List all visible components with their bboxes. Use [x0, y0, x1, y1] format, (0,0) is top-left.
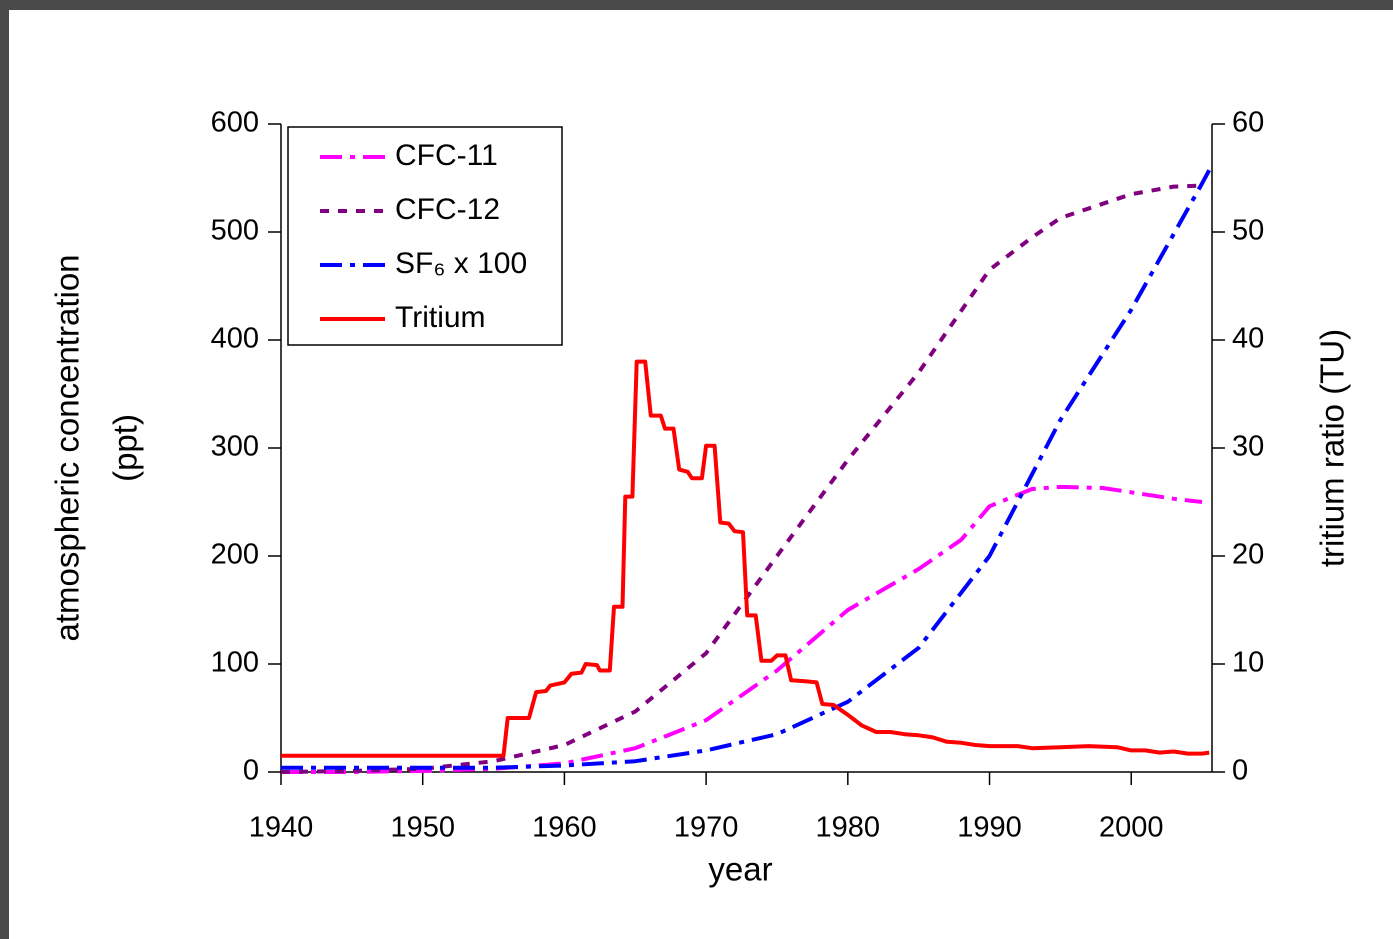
x-tick-label: 1950 [390, 812, 455, 844]
y-tick-label: 600 [211, 107, 259, 139]
x-tick-label: 1990 [957, 812, 1022, 844]
y2-tick-label: 0 [1232, 755, 1248, 787]
series-line [281, 359, 1210, 758]
y2-tick-label: 40 [1232, 323, 1264, 355]
y-tick-label: 0 [243, 755, 259, 787]
x-tick-label: 1980 [816, 812, 881, 844]
y2-tick-label: 30 [1232, 431, 1264, 463]
x-tick-label: 1960 [532, 812, 597, 844]
x-tick-label: 2000 [1099, 812, 1164, 844]
y2-axis-label: tritium ratio (TU) [1314, 329, 1351, 567]
y2-tick-label: 50 [1232, 215, 1264, 247]
series-line [281, 164, 1214, 770]
y2-tick-label: 10 [1232, 647, 1264, 679]
x-axis-label: year [708, 851, 772, 888]
legend-label: CFC-11 [395, 139, 498, 172]
y-axis-label: atmospheric concentration [49, 254, 86, 641]
x-tick-label: 1970 [674, 812, 739, 844]
series-line [281, 484, 1203, 774]
y-tick-label: 300 [211, 431, 259, 463]
y-tick-label: 500 [211, 215, 259, 247]
series-line [280, 183, 1203, 774]
y-tick-label: 400 [211, 323, 259, 355]
y-tick-label: 200 [211, 539, 259, 571]
legend-label: CFC-12 [395, 193, 500, 226]
y-axis-label: (ppt) [107, 414, 144, 482]
y2-tick-label: 20 [1232, 539, 1264, 571]
legend-box [287, 126, 563, 346]
x-tick-label: 1940 [249, 812, 314, 844]
y2-tick-label: 60 [1232, 107, 1264, 139]
legend-label: Tritium [395, 301, 486, 334]
y-tick-label: 100 [211, 647, 259, 679]
chart: 0 100 200 300 400 500 600 0 10 20 30 40 50 60 1940 1950… [49, 107, 1351, 888]
legend-label: SF₆ x 100 [395, 247, 527, 280]
